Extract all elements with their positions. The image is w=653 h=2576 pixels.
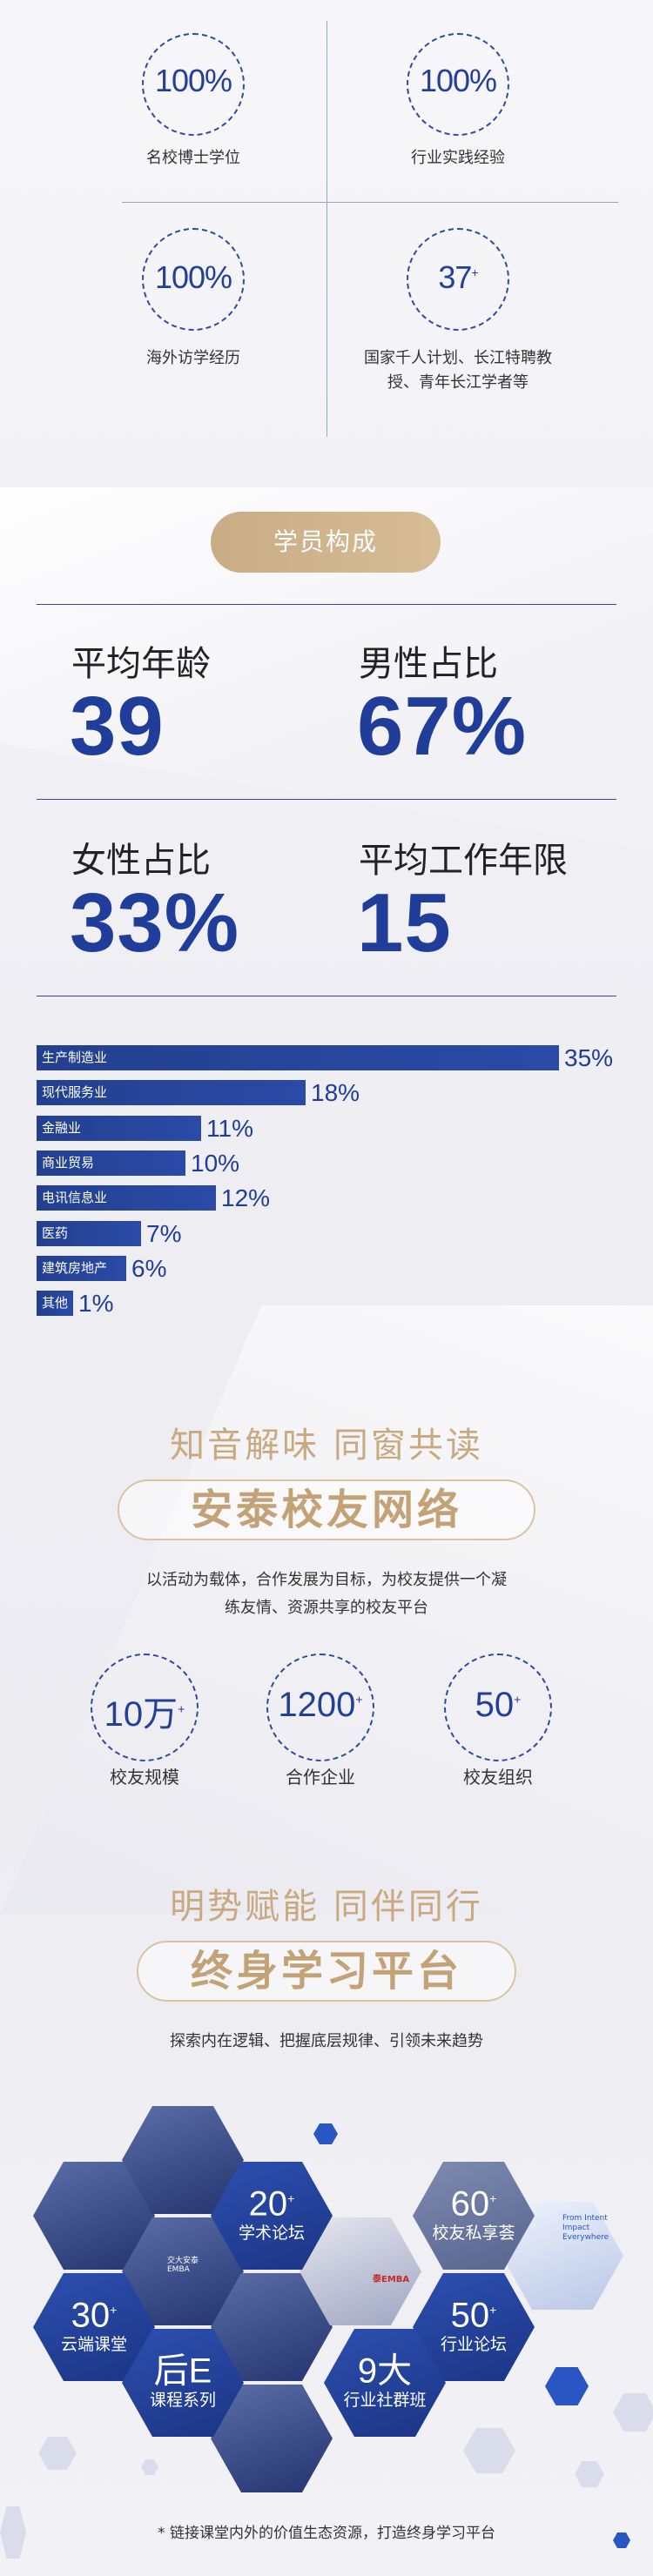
section-title: 终身学习平台: [137, 1941, 516, 2002]
bar-category-label: 生产制造业: [42, 1050, 108, 1065]
demographic-value: 33%: [70, 876, 240, 969]
hex-content: 60+ 校友私享荟: [432, 2184, 515, 2244]
stat-label: 校友规模: [110, 1767, 179, 1788]
bar-value-label: 6%: [131, 1255, 167, 1282]
divider: [37, 799, 616, 800]
bar-category-label: 现代服务业: [42, 1084, 108, 1100]
photo-caption: From Intent Impact Everywhere: [562, 2214, 609, 2242]
decorative-hexagon: [141, 2459, 158, 2475]
grid-divider-vertical: [326, 21, 327, 437]
stat-circle: [142, 228, 245, 331]
section-subtitle: 知音解味 同窗共读: [170, 1426, 483, 1466]
hex-content: 后E 课程系列: [149, 2351, 216, 2411]
stat-circle: [91, 1654, 199, 1761]
hex-content: 30+ 云端课堂: [60, 2296, 127, 2355]
bar-category-label: 其他: [42, 1295, 69, 1311]
hexagon-industry-community: [324, 2329, 446, 2437]
decorative-hexagon: [0, 2506, 26, 2559]
bar: [37, 1080, 306, 1105]
stat-number: 100%: [154, 259, 232, 295]
stat-number: 1200+: [278, 1686, 363, 1724]
section-description: 探索内在逻辑、把握底层规律、引领未来趋势: [170, 2032, 483, 2050]
demographic-value: 15: [357, 876, 452, 969]
demographic-label: 平均年龄: [71, 644, 211, 684]
decorative-hexagon: [545, 2367, 589, 2405]
stat-number: 10万+: [104, 1695, 185, 1734]
section-description: 以活动为载体，合作发展为目标，为校友提供一个凝: [146, 1571, 507, 1589]
stat-circle: [444, 1654, 552, 1761]
grid-divider-horizontal: [122, 202, 618, 203]
hex-content: 9大 行业社群班: [343, 2351, 427, 2411]
bar: [37, 1185, 216, 1211]
decorative-hexagon: [313, 2123, 338, 2144]
bar-category-label: 医药: [42, 1225, 69, 1241]
hexagon-academic-forum: [211, 2162, 333, 2270]
decorative-hexagon: [575, 2461, 604, 2487]
photo-caption: 交大安泰EMBA: [167, 2257, 199, 2274]
bar-category-label: 电讯信息业: [42, 1190, 108, 1205]
demographic-label: 女性占比: [71, 841, 211, 881]
bar-category-label: 建筑房地产: [42, 1260, 108, 1276]
demographic-label: 平均工作年限: [359, 841, 568, 881]
bar: [37, 1150, 185, 1176]
stat-label: 国家千人计划、长江特聘教授、青年长江学者等: [364, 349, 552, 392]
hexagon-post-e-courses: [122, 2329, 244, 2437]
bar: [37, 1045, 559, 1070]
decorative-hexagon: [613, 2532, 630, 2548]
hex-content: 20+ 学术论坛: [238, 2184, 305, 2244]
bar-value-label: 18%: [311, 1079, 360, 1106]
photo-caption: 泰EMBA: [373, 2275, 410, 2284]
stat-label: 校友组织: [463, 1767, 533, 1788]
bar-value-label: 10%: [191, 1150, 240, 1177]
stat-number: 37+: [438, 259, 478, 295]
decorative-hexagon: [38, 2437, 77, 2470]
stat-label: 名校博士学位: [146, 149, 240, 167]
stat-label: 海外访学经历: [146, 349, 240, 367]
bar-category-label: 金融业: [42, 1120, 82, 1136]
stat-number: 100%: [419, 63, 497, 98]
stat-label: 行业实践经验: [411, 149, 505, 167]
bar-value-label: 11%: [206, 1115, 253, 1142]
stat-circle: [407, 228, 509, 331]
divider: [37, 604, 616, 605]
bar-value-label: 1%: [78, 1290, 114, 1317]
stat-number: 100%: [154, 63, 232, 98]
bar-value-label: 12%: [221, 1184, 271, 1211]
demographic-value: 39: [70, 680, 165, 773]
bar-category-label: 商业贸易: [42, 1155, 95, 1171]
section-title: 安泰校友网络: [118, 1479, 535, 1540]
section-subtitle: 明势赋能 同伴同行: [170, 1887, 483, 1927]
bar: [37, 1116, 201, 1141]
decorative-hexagon: [613, 2393, 653, 2432]
stat-circle: [407, 33, 509, 136]
section-description: 练友情、资源共享的校友平台: [225, 1599, 428, 1617]
hex-content: 50+ 行业论坛: [440, 2296, 507, 2355]
demographic-value: 67%: [357, 680, 528, 773]
bar-value-label: 7%: [146, 1220, 182, 1247]
stat-circle: [266, 1654, 374, 1761]
stat-number: 50+: [475, 1686, 522, 1724]
bar: [37, 1291, 73, 1316]
stat-circle: [142, 33, 245, 136]
bar: [37, 1256, 126, 1281]
decorative-hexagon: [463, 2428, 515, 2473]
bar: [37, 1221, 141, 1246]
demographic-label: 男性占比: [359, 644, 498, 684]
stat-label: 合作企业: [286, 1767, 355, 1788]
hexagon-alumni-salon: [413, 2162, 535, 2270]
bar-value-label: 35%: [564, 1044, 614, 1071]
section-title-pill: 学员构成: [211, 512, 441, 573]
footnote: * 链接课堂内外的价值生态资源，打造终身学习平台: [158, 2525, 495, 2542]
